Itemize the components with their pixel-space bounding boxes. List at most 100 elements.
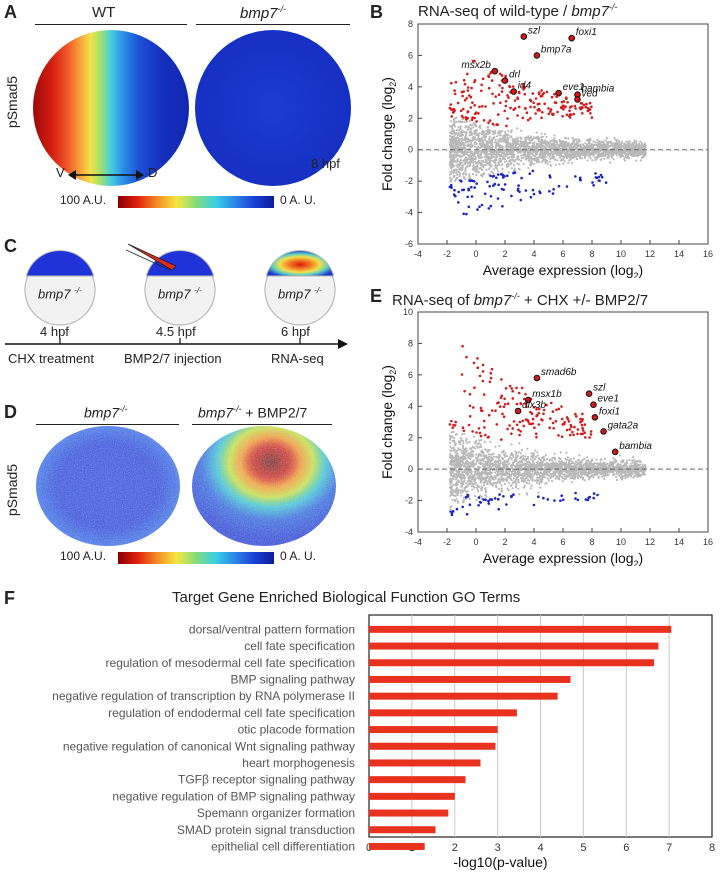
gene-point <box>564 457 567 460</box>
gene-point <box>475 445 478 448</box>
gene-point <box>524 469 527 472</box>
gene-point <box>514 485 517 488</box>
gene-point-up <box>470 86 473 90</box>
gene-label: szl <box>528 26 541 37</box>
gene-point <box>597 150 600 153</box>
gene-point <box>523 151 526 154</box>
gene-point <box>488 135 491 139</box>
gene-point <box>643 145 646 148</box>
gene-point <box>490 147 493 150</box>
gene-point <box>461 129 464 132</box>
gene-point <box>468 139 471 143</box>
gene-point <box>451 439 454 442</box>
gene-point-up <box>564 105 567 108</box>
gene-point <box>556 465 559 468</box>
gene-point <box>491 159 494 162</box>
gene-point <box>456 493 459 496</box>
gene-point <box>454 125 457 128</box>
gene-point <box>525 473 528 476</box>
gene-point <box>632 144 635 147</box>
gene-point <box>449 103 452 106</box>
gene-point <box>604 465 608 468</box>
y-tick-label: 6 <box>408 50 413 60</box>
gene-point <box>500 484 503 487</box>
gene-point <box>599 473 602 476</box>
gene-point <box>462 173 465 176</box>
y-tick-label: 0 <box>408 464 413 474</box>
gene-point <box>480 454 483 458</box>
gene-point <box>498 140 501 143</box>
gene-point <box>605 146 608 149</box>
gene-point-down <box>548 174 551 177</box>
gene-point <box>489 153 492 156</box>
x-tick-label: 2 <box>502 249 507 259</box>
gene-point <box>610 156 613 159</box>
gene-point <box>473 480 476 483</box>
gene-point <box>613 469 617 472</box>
gene-point <box>458 146 461 149</box>
gene-point <box>468 128 471 131</box>
gene-point-up <box>499 101 502 105</box>
gene-point <box>603 477 606 480</box>
gene-point <box>474 470 477 473</box>
gene-point <box>561 463 564 466</box>
gene-point <box>450 162 453 165</box>
gene-point <box>480 475 483 478</box>
gene-point <box>550 459 554 462</box>
gene-point <box>460 166 463 170</box>
gene-point <box>463 144 466 147</box>
gene-point <box>591 159 594 162</box>
gene-point <box>548 463 551 466</box>
gene-point <box>475 171 478 174</box>
y-tick-label: 2 <box>408 433 413 443</box>
gene-point <box>463 131 466 134</box>
gene-point <box>512 164 515 167</box>
gene-point <box>615 153 618 157</box>
gene-point <box>632 146 635 149</box>
gene-point-up <box>550 112 554 116</box>
gene-point-up <box>561 115 564 118</box>
gene-point <box>482 119 486 122</box>
gene-point <box>497 144 500 147</box>
gene-point <box>451 165 454 169</box>
gene-point <box>470 127 473 130</box>
gene-point <box>450 145 453 148</box>
gene-point <box>456 166 459 169</box>
gene-point <box>488 163 491 166</box>
gene-point-down <box>592 184 595 187</box>
gene-point <box>476 164 479 168</box>
gene-point <box>588 140 591 144</box>
gene-point <box>596 466 599 469</box>
gene-point <box>532 454 535 458</box>
gene-point <box>579 461 582 464</box>
gene-point <box>455 454 458 457</box>
gene-point <box>517 478 520 482</box>
gene-point <box>449 460 452 463</box>
gene-point <box>477 159 480 162</box>
gene-point <box>557 460 560 463</box>
gene-point <box>451 499 454 502</box>
chart-e-title-sup: -/- <box>511 291 520 301</box>
gene-point <box>515 143 518 146</box>
gene-point-up <box>517 105 521 109</box>
gene-point <box>556 154 559 157</box>
gene-point <box>551 154 554 157</box>
gene-point <box>590 153 593 156</box>
gene-point <box>544 454 548 457</box>
gene-point <box>510 153 513 156</box>
gene-point <box>490 164 493 167</box>
d-left-rule <box>36 424 179 425</box>
labeled-gene-point <box>520 33 528 40</box>
gene-point <box>500 487 503 490</box>
gene-point <box>480 156 483 159</box>
gene-point <box>634 151 637 154</box>
gene-point <box>487 456 490 459</box>
gene-point <box>494 445 497 448</box>
gene-point <box>492 168 495 171</box>
gene-point-down <box>548 190 551 193</box>
gene-point <box>453 448 456 451</box>
gene-point <box>501 155 504 158</box>
gene-point-up <box>516 96 519 99</box>
gene-point <box>489 440 492 444</box>
gene-point <box>632 456 635 459</box>
